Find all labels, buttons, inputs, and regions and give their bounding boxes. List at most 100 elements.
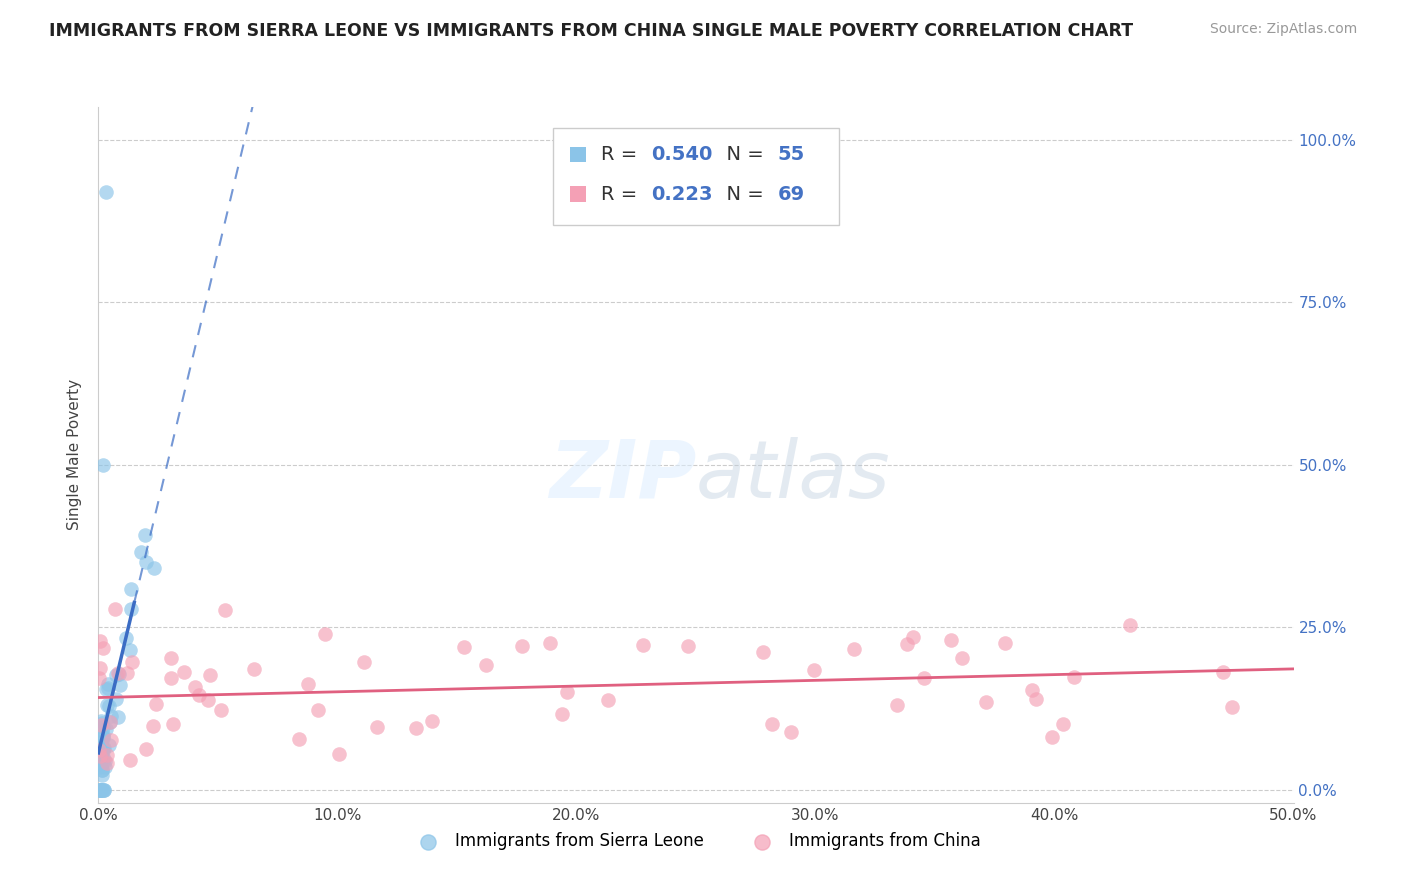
Point bbox=[97, 676, 120, 690]
Point bbox=[89, 734, 111, 748]
Bar bbox=[571, 146, 586, 162]
Point bbox=[1052, 716, 1074, 731]
Point bbox=[1220, 700, 1243, 714]
Point bbox=[96, 756, 118, 770]
Point bbox=[104, 692, 127, 706]
Point bbox=[1118, 618, 1140, 632]
Point bbox=[98, 698, 121, 713]
Point bbox=[94, 185, 117, 199]
Text: 0.223: 0.223 bbox=[651, 185, 713, 203]
Point bbox=[89, 747, 111, 762]
Point bbox=[89, 672, 111, 686]
Point bbox=[90, 716, 112, 731]
Point bbox=[93, 754, 115, 768]
Point bbox=[93, 740, 115, 755]
Point bbox=[844, 641, 866, 656]
Point bbox=[90, 718, 112, 732]
Point bbox=[120, 601, 142, 615]
FancyBboxPatch shape bbox=[553, 128, 839, 226]
Point bbox=[912, 671, 935, 685]
Point bbox=[93, 782, 115, 797]
Text: Source: ZipAtlas.com: Source: ZipAtlas.com bbox=[1209, 22, 1357, 37]
Point bbox=[242, 662, 264, 676]
Legend: Immigrants from Sierra Leone, Immigrants from China: Immigrants from Sierra Leone, Immigrants… bbox=[405, 826, 987, 857]
Point bbox=[198, 668, 221, 682]
Point bbox=[974, 695, 997, 709]
Point bbox=[134, 528, 156, 542]
Point bbox=[96, 722, 118, 736]
Point bbox=[90, 768, 112, 782]
Point bbox=[100, 733, 122, 747]
Point bbox=[90, 753, 112, 767]
Point bbox=[1025, 691, 1047, 706]
Point bbox=[779, 725, 801, 739]
Point bbox=[121, 655, 143, 669]
Point bbox=[90, 714, 112, 729]
Point bbox=[307, 703, 329, 717]
Point bbox=[90, 745, 112, 759]
Point bbox=[98, 715, 121, 730]
Point bbox=[1063, 670, 1085, 684]
Point bbox=[1040, 730, 1063, 744]
Point bbox=[104, 668, 127, 682]
Point bbox=[94, 682, 117, 697]
Point bbox=[93, 755, 115, 769]
Point bbox=[187, 689, 209, 703]
Point bbox=[108, 678, 131, 692]
Point bbox=[328, 747, 350, 761]
Point bbox=[135, 741, 157, 756]
Point bbox=[90, 763, 112, 777]
Point bbox=[551, 707, 574, 722]
Point bbox=[120, 643, 142, 657]
Point bbox=[89, 782, 111, 797]
Point bbox=[91, 731, 114, 745]
Text: 55: 55 bbox=[778, 145, 804, 164]
Point bbox=[142, 719, 165, 733]
Point bbox=[160, 651, 183, 665]
Text: N =: N = bbox=[714, 145, 770, 164]
Point bbox=[91, 458, 114, 472]
Point bbox=[214, 602, 236, 616]
Point bbox=[108, 667, 131, 681]
Point bbox=[752, 645, 775, 659]
Point bbox=[288, 732, 311, 747]
Point bbox=[366, 720, 388, 734]
Point bbox=[96, 747, 118, 762]
Point bbox=[91, 749, 114, 764]
Point bbox=[89, 782, 111, 797]
Point bbox=[98, 714, 121, 729]
Point bbox=[93, 782, 115, 797]
Point bbox=[107, 665, 129, 680]
Point bbox=[89, 782, 111, 797]
Point bbox=[91, 741, 114, 756]
Point bbox=[90, 764, 112, 778]
Point bbox=[89, 749, 111, 764]
Point bbox=[950, 651, 973, 665]
Point bbox=[896, 637, 918, 651]
Point bbox=[89, 743, 111, 757]
Point bbox=[173, 665, 195, 680]
Text: ZIP: ZIP bbox=[548, 437, 696, 515]
Point bbox=[314, 627, 336, 641]
Text: R =: R = bbox=[600, 185, 643, 203]
Point bbox=[353, 655, 375, 669]
Y-axis label: Single Male Poverty: Single Male Poverty bbox=[67, 379, 83, 531]
Point bbox=[96, 698, 118, 712]
Text: atlas: atlas bbox=[696, 437, 891, 515]
Point bbox=[114, 632, 136, 646]
Text: 0.540: 0.540 bbox=[651, 145, 713, 164]
Point bbox=[420, 714, 443, 728]
Point bbox=[91, 731, 114, 745]
Point bbox=[886, 698, 908, 712]
Point bbox=[209, 703, 232, 717]
Point bbox=[91, 720, 114, 734]
Point bbox=[142, 561, 165, 575]
Point bbox=[453, 640, 475, 654]
Bar bbox=[571, 186, 586, 202]
Point bbox=[510, 639, 533, 653]
Point bbox=[555, 684, 578, 698]
Point bbox=[89, 633, 111, 648]
Point bbox=[97, 681, 120, 696]
Point bbox=[129, 544, 152, 558]
Point bbox=[761, 716, 783, 731]
